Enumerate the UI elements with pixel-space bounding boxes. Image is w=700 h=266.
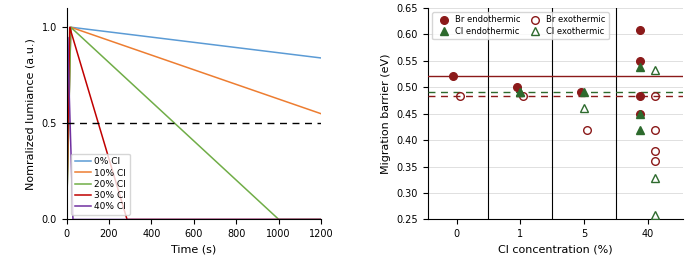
0% Cl (160, 37, 168, 40)
40% Cl (62, 218, 71, 221)
40% Cl (64, 36, 72, 39)
20% Cl (215, 163, 223, 166)
10% Cl (272, 97, 280, 100)
Line: 10% Cl: 10% Cl (66, 27, 321, 219)
20% Cl (160, 112, 168, 115)
20% Cl (66, 26, 75, 29)
10% Cl (66, 26, 75, 29)
40% Cl (317, 218, 326, 221)
0% Cl (66, 26, 75, 29)
40% Cl (228, 218, 237, 221)
Legend: Br endothermic, Cl endothermic, Br exothermic, Cl exothermic: Br endothermic, Cl endothermic, Br exoth… (432, 12, 609, 39)
Y-axis label: Migration barrier (eV): Migration barrier (eV) (381, 53, 391, 174)
Line: 20% Cl: 20% Cl (66, 27, 321, 219)
10% Cl (228, 81, 237, 85)
20% Cl (317, 218, 326, 221)
10% Cl (252, 90, 260, 93)
Y-axis label: Nomralized lumiance (a.u.): Nomralized lumiance (a.u.) (26, 38, 36, 190)
30% Cl (317, 218, 326, 221)
10% Cl (108, 40, 117, 43)
30% Cl (215, 218, 223, 221)
40% Cl (272, 218, 280, 221)
20% Cl (108, 64, 117, 68)
10% Cl (160, 58, 168, 61)
40% Cl (108, 218, 117, 221)
Legend: 0% Cl, 10% Cl, 20% Cl, 30% Cl, 40% Cl: 0% Cl, 10% Cl, 20% Cl, 30% Cl, 40% Cl (71, 154, 130, 215)
20% Cl (228, 175, 237, 178)
0% Cl (62, 218, 71, 221)
0% Cl (272, 51, 280, 54)
20% Cl (252, 197, 260, 201)
30% Cl (62, 218, 71, 221)
10% Cl (62, 218, 71, 221)
0% Cl (252, 48, 260, 52)
40% Cl (252, 218, 260, 221)
30% Cl (252, 218, 260, 221)
30% Cl (66, 26, 74, 29)
0% Cl (228, 45, 237, 49)
X-axis label: Time (s): Time (s) (171, 245, 216, 255)
40% Cl (215, 218, 223, 221)
X-axis label: Cl concentration (%): Cl concentration (%) (498, 245, 612, 255)
0% Cl (108, 31, 117, 34)
20% Cl (272, 215, 280, 218)
10% Cl (215, 77, 223, 80)
20% Cl (62, 218, 71, 221)
30% Cl (160, 218, 168, 221)
30% Cl (228, 218, 237, 221)
Line: 30% Cl: 30% Cl (66, 27, 321, 219)
Line: 0% Cl: 0% Cl (66, 27, 321, 219)
40% Cl (160, 218, 168, 221)
0% Cl (317, 56, 326, 60)
30% Cl (108, 170, 117, 173)
30% Cl (272, 218, 280, 221)
0% Cl (215, 44, 223, 47)
Line: 40% Cl: 40% Cl (66, 37, 321, 219)
10% Cl (317, 112, 326, 115)
